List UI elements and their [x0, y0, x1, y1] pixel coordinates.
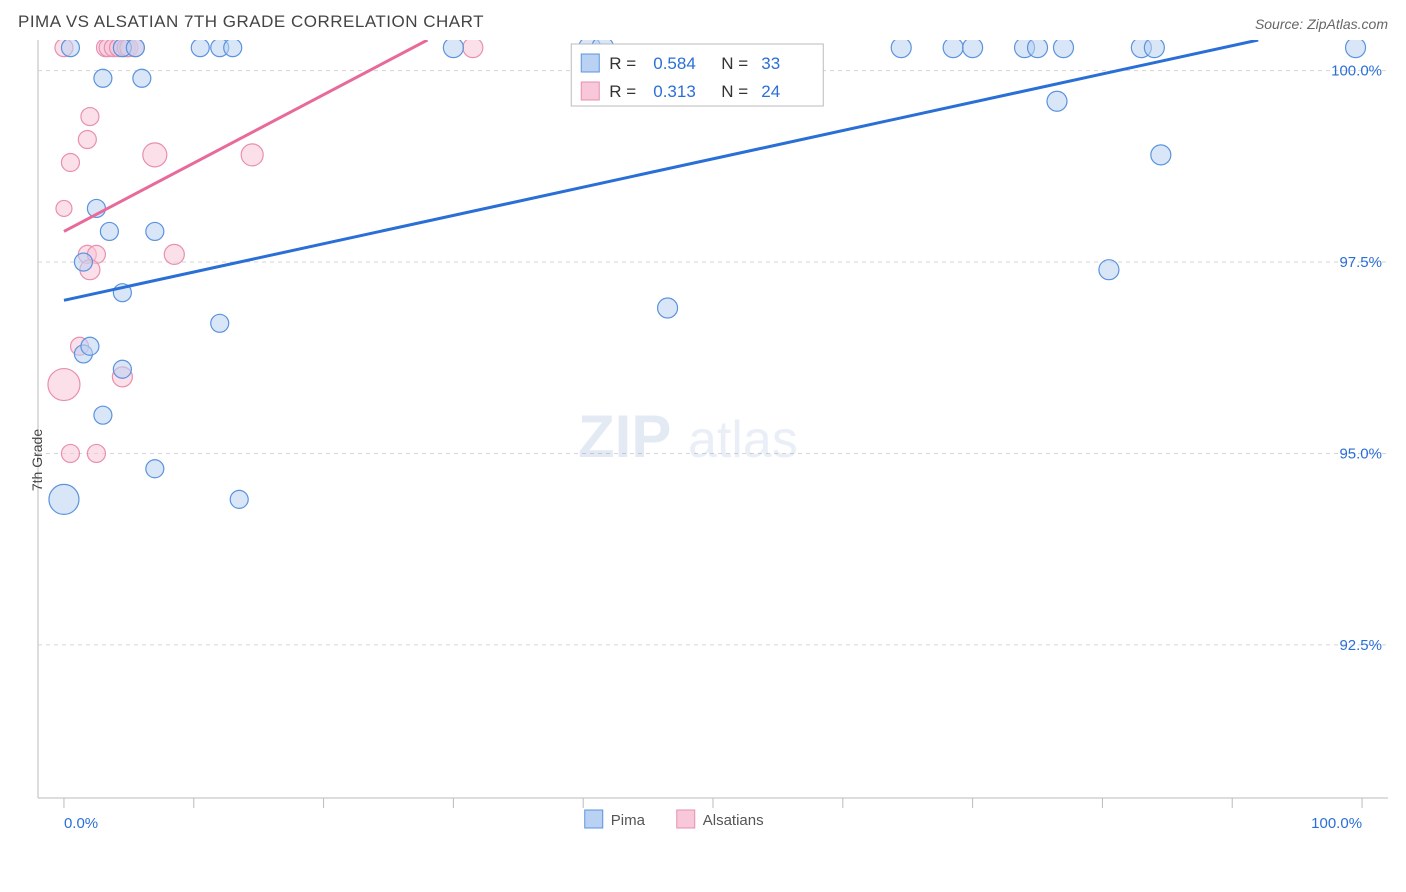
legend-r-label: R = — [609, 54, 636, 73]
data-point — [100, 222, 118, 240]
y-tick-label: 92.5% — [1339, 637, 1382, 654]
data-point — [49, 484, 79, 514]
data-point — [87, 444, 105, 462]
data-point — [1053, 40, 1073, 58]
legend-n-value: 33 — [761, 54, 780, 73]
y-tick-label: 95.0% — [1339, 445, 1382, 462]
legend-n-value: 24 — [761, 82, 780, 101]
legend-r-value: 0.313 — [653, 82, 696, 101]
legend-series-label: Alsatians — [703, 812, 764, 829]
legend-series-label: Pima — [611, 812, 646, 829]
data-point — [113, 360, 131, 378]
data-point — [143, 143, 167, 167]
data-point — [658, 298, 678, 318]
legend-swatch — [581, 82, 599, 100]
x-end-label-left: 0.0% — [64, 815, 98, 832]
legend-r-value: 0.584 — [653, 54, 696, 73]
data-point — [78, 131, 96, 149]
legend-r-label: R = — [609, 82, 636, 101]
data-point — [164, 244, 184, 264]
data-point — [61, 444, 79, 462]
data-point — [1346, 40, 1366, 58]
series-alsatians — [48, 40, 483, 462]
data-point — [1028, 40, 1048, 58]
x-end-label-right: 100.0% — [1311, 815, 1362, 832]
y-axis-label: 7th Grade — [29, 429, 45, 491]
data-point — [191, 40, 209, 57]
legend-swatch — [581, 54, 599, 72]
svg-text:atlas: atlas — [688, 411, 798, 469]
legend-swatch — [677, 810, 695, 828]
data-point — [891, 40, 911, 58]
data-point — [963, 40, 983, 58]
data-point — [146, 460, 164, 478]
data-point — [48, 369, 80, 401]
data-point — [224, 40, 242, 57]
data-point — [133, 69, 151, 87]
chart-source: Source: ZipAtlas.com — [1255, 16, 1388, 32]
y-tick-label: 97.5% — [1339, 254, 1382, 271]
chart-header: PIMA VS ALSATIAN 7TH GRADE CORRELATION C… — [0, 0, 1406, 40]
data-point — [74, 253, 92, 271]
data-point — [1099, 260, 1119, 280]
data-point — [943, 40, 963, 58]
chart-container: 7th Grade 100.0% 97.5% 95.0% 92.5% ZIP atlas R… — [0, 40, 1406, 880]
data-point — [1151, 145, 1171, 165]
data-point — [81, 337, 99, 355]
legend-swatch — [585, 810, 603, 828]
data-point — [241, 144, 263, 166]
data-point — [1144, 40, 1164, 58]
legend-bottom: Pima Alsatians — [585, 810, 764, 829]
svg-text:ZIP: ZIP — [578, 403, 671, 470]
watermark: ZIP atlas — [578, 403, 798, 470]
data-point — [61, 154, 79, 172]
trend-line-alsatians — [64, 40, 427, 231]
y-tick-label: 100.0% — [1331, 63, 1382, 80]
data-point — [463, 40, 483, 58]
data-point — [94, 69, 112, 87]
legend-n-label: N = — [721, 82, 748, 101]
data-point — [1047, 91, 1067, 111]
chart-title: PIMA VS ALSATIAN 7TH GRADE CORRELATION C… — [18, 12, 484, 32]
data-point — [126, 40, 144, 57]
data-point — [81, 108, 99, 126]
legend-n-label: N = — [721, 54, 748, 73]
data-point — [94, 406, 112, 424]
data-point — [56, 200, 72, 216]
data-point — [230, 490, 248, 508]
data-point — [443, 40, 463, 58]
scatter-chart: 100.0% 97.5% 95.0% 92.5% ZIP atlas R = 0.584 N =… — [0, 40, 1406, 880]
data-point — [146, 222, 164, 240]
data-point — [211, 314, 229, 332]
data-point — [61, 40, 79, 57]
